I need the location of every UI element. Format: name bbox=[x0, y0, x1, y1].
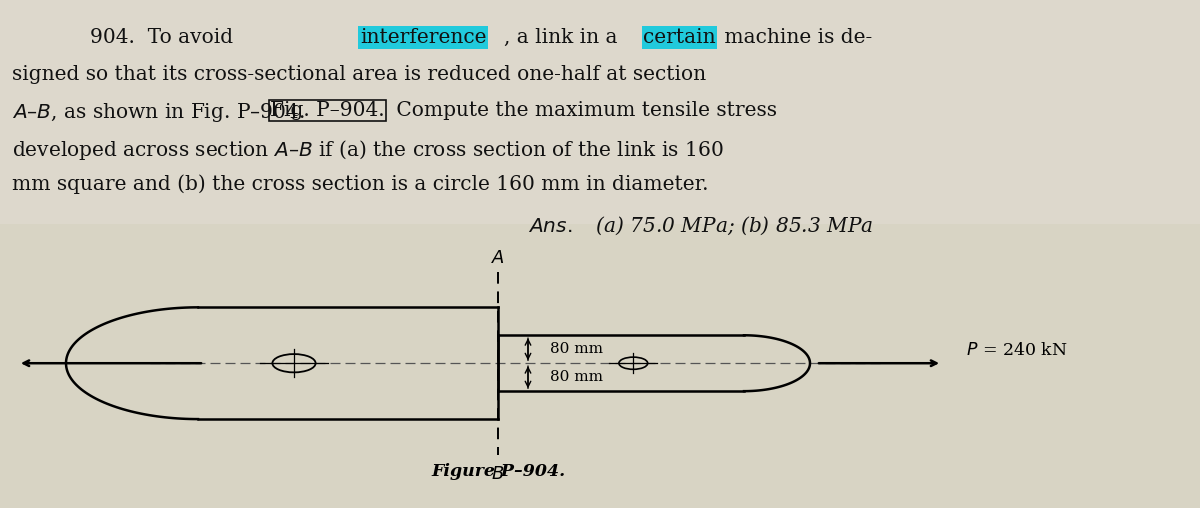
Text: $A$: $A$ bbox=[491, 249, 505, 267]
FancyBboxPatch shape bbox=[0, 0, 1200, 229]
Text: certain: certain bbox=[643, 28, 716, 47]
Text: mm square and (b) the cross section is a circle 160 mm in diameter.: mm square and (b) the cross section is a… bbox=[12, 174, 708, 194]
Text: $A$–$B$, as shown in Fig. P–904.: $A$–$B$, as shown in Fig. P–904. bbox=[12, 101, 305, 124]
Text: signed so that its cross-sectional area is reduced one-half at section: signed so that its cross-sectional area … bbox=[12, 65, 706, 83]
Text: 80 mm: 80 mm bbox=[550, 370, 602, 384]
Text: $P$ = 240 kN: $P$ = 240 kN bbox=[966, 342, 1068, 359]
Text: developed across section $A$–$B$ if (a) the cross section of the link is 160: developed across section $A$–$B$ if (a) … bbox=[12, 138, 724, 162]
Text: , a link in a: , a link in a bbox=[504, 28, 624, 47]
Text: interference: interference bbox=[360, 28, 486, 47]
Text: Figure P–904.: Figure P–904. bbox=[431, 463, 565, 480]
Text: Compute the maximum tensile stress: Compute the maximum tensile stress bbox=[390, 101, 778, 120]
Text: $B$: $B$ bbox=[491, 465, 505, 483]
Text: $Ans.$   (a) 75.0 MPa; (b) 85.3 MPa: $Ans.$ (a) 75.0 MPa; (b) 85.3 MPa bbox=[528, 214, 874, 237]
Text: 904.  To avoid: 904. To avoid bbox=[90, 28, 240, 47]
Text: Fig. P–904.: Fig. P–904. bbox=[270, 101, 385, 120]
Text: machine is de-: machine is de- bbox=[718, 28, 872, 47]
Text: 80 mm: 80 mm bbox=[550, 342, 602, 356]
FancyBboxPatch shape bbox=[0, 224, 1200, 508]
